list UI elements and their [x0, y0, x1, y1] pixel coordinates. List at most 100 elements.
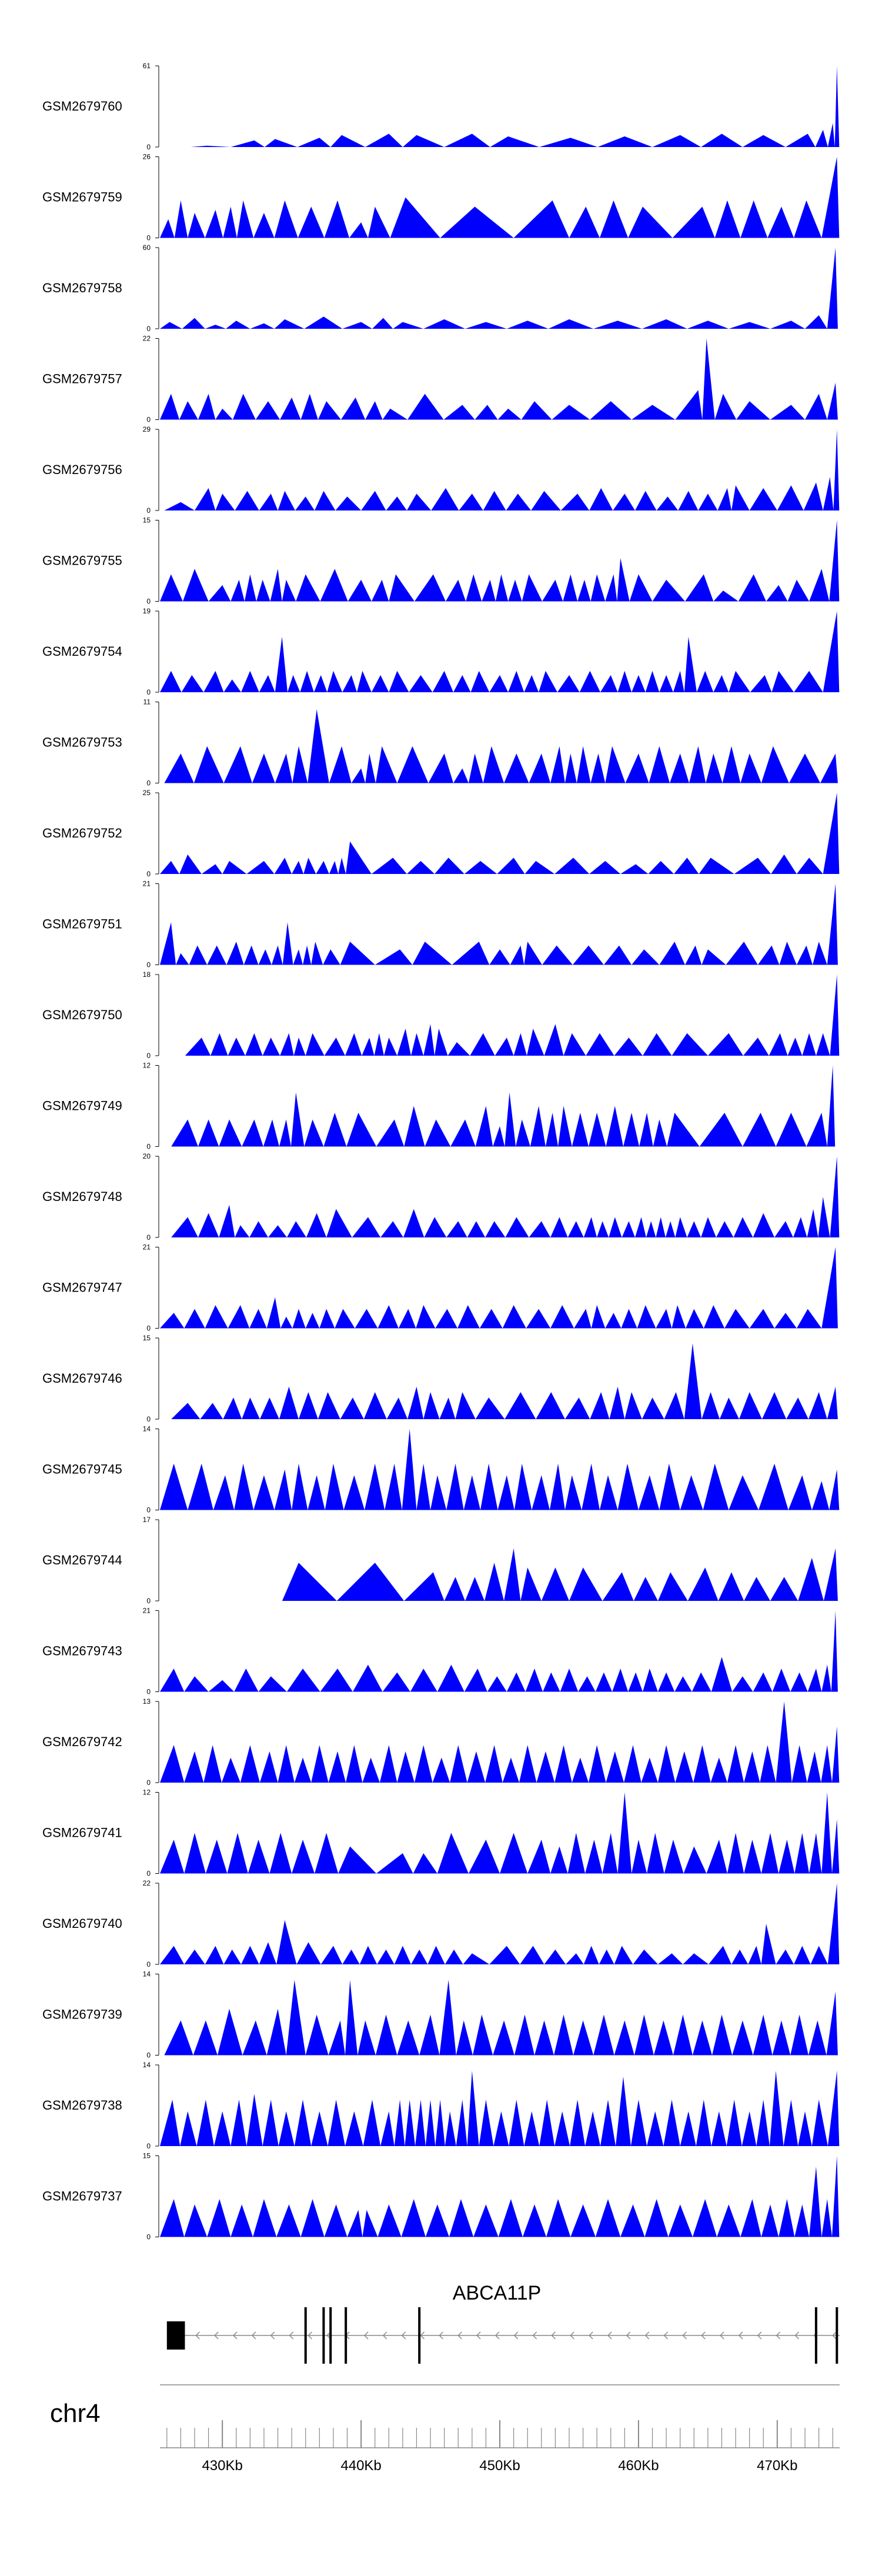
- y-min-label: 0: [146, 1870, 151, 1878]
- track-label: GSM2679743: [42, 1644, 122, 1659]
- track: GSM2679758 60 0: [42, 243, 838, 333]
- coverage-area: [171, 1065, 836, 1147]
- gene-label: ABCA11P: [453, 2282, 542, 2304]
- coverage-area: [164, 709, 838, 783]
- track: GSM2679746 15 0: [42, 1334, 838, 1423]
- track-label: GSM2679754: [42, 644, 122, 659]
- track: GSM2679752 25 0: [42, 789, 840, 878]
- gene-exon: [418, 2307, 421, 2364]
- axis-tick-label: 450Kb: [479, 2458, 520, 2474]
- y-max-label: 18: [143, 970, 151, 979]
- y-min-label: 0: [146, 143, 151, 151]
- coverage-area: [160, 520, 840, 602]
- strand-arrow: [495, 2331, 500, 2340]
- coverage-area: [160, 1429, 840, 1510]
- track-label: GSM2679751: [42, 917, 122, 932]
- track: GSM2679747 21 0: [42, 1243, 838, 1333]
- track-label: GSM2679749: [42, 1099, 122, 1113]
- coverage-area: [171, 1156, 840, 1237]
- y-min-label: 0: [146, 1415, 151, 1423]
- gene-utr-block: [166, 2321, 185, 2350]
- track-label: GSM2679750: [42, 1007, 122, 1022]
- gene-exon: [345, 2307, 348, 2364]
- coverage-area: [160, 883, 838, 965]
- strand-arrow: [663, 2331, 669, 2340]
- coverage-area: [160, 1883, 840, 1964]
- coverage-area: [160, 338, 838, 420]
- coverage-area: [164, 429, 840, 510]
- y-max-label: 14: [143, 1970, 151, 1978]
- gene-exon: [304, 2307, 307, 2364]
- axis-tick-label: 470Kb: [757, 2458, 797, 2474]
- strand-arrow: [476, 2331, 481, 2340]
- y-min-label: 0: [146, 1597, 151, 1605]
- track: GSM2679751 21 0: [42, 880, 838, 969]
- strand-arrow: [363, 2331, 369, 2340]
- strand-arrow: [682, 2331, 687, 2340]
- strand-arrow: [532, 2331, 537, 2340]
- y-min-label: 0: [146, 1960, 151, 1968]
- y-min-label: 0: [146, 598, 151, 606]
- track-label: GSM2679742: [42, 1734, 122, 1749]
- strand-arrow: [776, 2331, 781, 2340]
- track-label: GSM2679757: [42, 372, 122, 386]
- track: GSM2679755 15 0: [42, 516, 840, 606]
- strand-arrow: [832, 2331, 837, 2340]
- strand-arrow: [420, 2331, 425, 2340]
- y-min-label: 0: [146, 1052, 151, 1060]
- track-label: GSM2679744: [42, 1553, 122, 1567]
- y-max-label: 22: [143, 335, 151, 343]
- y-min-label: 0: [146, 1506, 151, 1514]
- strand-arrow: [757, 2331, 762, 2340]
- track: GSM2679739 14 0: [42, 1970, 838, 2060]
- strand-arrow: [551, 2331, 556, 2340]
- strand-arrow: [439, 2331, 443, 2340]
- y-max-label: 11: [143, 698, 151, 706]
- strand-arrow: [626, 2331, 631, 2340]
- track: GSM2679750 18 0: [42, 970, 840, 1060]
- strand-arrow: [308, 2331, 312, 2340]
- y-max-label: 60: [143, 243, 151, 252]
- coverage-area: [160, 2070, 840, 2146]
- strand-arrow: [401, 2331, 406, 2340]
- track-label: GSM2679746: [42, 1371, 122, 1386]
- axis-tick-label: 460Kb: [618, 2458, 659, 2474]
- y-max-label: 19: [143, 607, 151, 615]
- y-max-label: 21: [143, 1607, 151, 1615]
- coverage-area: [160, 1792, 840, 1874]
- track-label: GSM2679748: [42, 1189, 122, 1204]
- strand-arrow: [195, 2331, 200, 2340]
- coverage-area: [160, 793, 840, 874]
- coverage-area: [160, 2155, 840, 2237]
- y-max-label: 12: [143, 1062, 151, 1070]
- track: GSM2679757 22 0: [42, 335, 838, 424]
- y-max-label: 61: [143, 62, 151, 70]
- track-label: GSM2679745: [42, 1462, 122, 1477]
- track-label: GSM2679759: [42, 190, 122, 205]
- strand-arrow: [513, 2331, 519, 2340]
- track: GSM2679748 20 0: [42, 1152, 840, 1242]
- coverage-area: [160, 1701, 840, 1783]
- strand-arrow: [457, 2331, 462, 2340]
- y-min-label: 0: [146, 325, 151, 333]
- strand-arrow: [738, 2331, 743, 2340]
- y-max-label: 17: [143, 1516, 151, 1524]
- y-min-label: 0: [146, 688, 151, 696]
- coverage-area: [160, 611, 840, 692]
- y-min-label: 0: [146, 2233, 151, 2241]
- y-min-label: 0: [146, 2142, 151, 2150]
- y-max-label: 25: [143, 789, 151, 797]
- track-label: GSM2679739: [42, 2007, 122, 2022]
- track-label: GSM2679738: [42, 2098, 122, 2113]
- strand-arrow: [644, 2331, 650, 2340]
- y-max-label: 12: [143, 1788, 151, 1797]
- gene-exon: [329, 2307, 332, 2364]
- track: GSM2679740 22 0: [42, 1879, 840, 1968]
- y-min-label: 0: [146, 961, 151, 969]
- strand-arrow: [701, 2331, 706, 2340]
- track: GSM2679753 11 0: [42, 698, 838, 788]
- gene-track: ABCA11P: [166, 2282, 840, 2364]
- track-label: GSM2679755: [42, 553, 122, 568]
- track: GSM2679742 13 0: [42, 1697, 840, 1787]
